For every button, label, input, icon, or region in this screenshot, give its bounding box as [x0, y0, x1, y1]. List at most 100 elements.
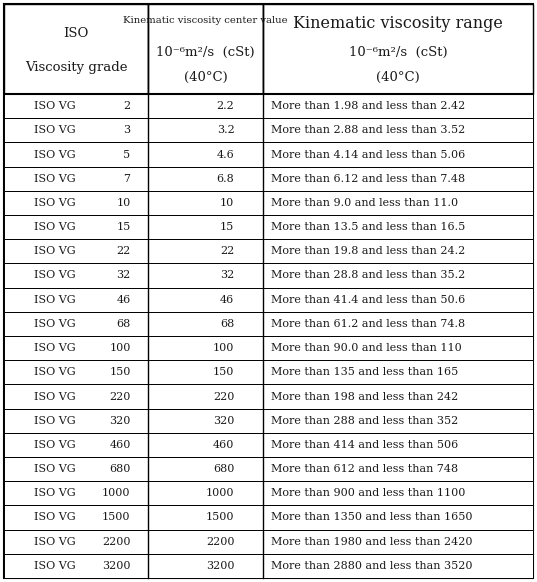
Bar [4, 215, 148, 239]
Text: 2: 2 [124, 101, 130, 111]
Text: 4.6: 4.6 [216, 150, 234, 159]
Text: 100: 100 [213, 343, 234, 353]
Text: 3200: 3200 [206, 561, 234, 571]
Text: More than 6.12 and less than 7.48: More than 6.12 and less than 7.48 [271, 173, 466, 184]
Text: 32: 32 [117, 271, 130, 281]
Text: 150: 150 [213, 367, 234, 377]
Text: ISO VG: ISO VG [33, 537, 75, 546]
Bar [263, 433, 533, 457]
Bar [4, 143, 148, 166]
Text: 32: 32 [220, 271, 234, 281]
Bar [263, 481, 533, 505]
Text: 3: 3 [124, 125, 130, 135]
Bar [4, 118, 148, 143]
Text: Kinematic viscosity center value: Kinematic viscosity center value [123, 16, 288, 24]
Text: More than 1.98 and less than 2.42: More than 1.98 and less than 2.42 [271, 101, 466, 111]
Text: ISO VG: ISO VG [33, 464, 75, 474]
Text: ISO VG: ISO VG [33, 125, 75, 135]
Bar [263, 239, 533, 264]
Text: 100: 100 [109, 343, 130, 353]
Text: ISO VG: ISO VG [33, 222, 75, 232]
Bar [148, 191, 263, 215]
Text: Viscosity grade: Viscosity grade [25, 61, 127, 73]
Bar [148, 481, 263, 505]
Bar [4, 191, 148, 215]
Bar [148, 264, 263, 288]
Text: (40°C): (40°C) [376, 72, 420, 84]
Bar [148, 288, 263, 312]
Text: 6.8: 6.8 [216, 173, 234, 184]
Text: More than 2.88 and less than 3.52: More than 2.88 and less than 3.52 [271, 125, 466, 135]
Bar [148, 384, 263, 409]
Text: More than 61.2 and less than 74.8: More than 61.2 and less than 74.8 [271, 319, 466, 329]
Text: ISO VG: ISO VG [33, 246, 75, 256]
Bar [263, 215, 533, 239]
Bar [263, 336, 533, 360]
Bar [148, 336, 263, 360]
Bar [263, 118, 533, 143]
Bar [263, 288, 533, 312]
Text: ISO VG: ISO VG [33, 513, 75, 523]
Bar [148, 312, 263, 336]
Bar [263, 94, 533, 118]
Text: More than 2880 and less than 3520: More than 2880 and less than 3520 [271, 561, 473, 571]
Bar [263, 457, 533, 481]
Text: 2200: 2200 [206, 537, 234, 546]
Bar [4, 264, 148, 288]
Text: More than 41.4 and less than 50.6: More than 41.4 and less than 50.6 [271, 294, 466, 305]
Bar [263, 191, 533, 215]
Bar [148, 457, 263, 481]
Text: 10: 10 [220, 198, 234, 208]
Text: 68: 68 [220, 319, 234, 329]
Bar [263, 312, 533, 336]
Text: 1500: 1500 [102, 513, 130, 523]
Text: 220: 220 [213, 392, 234, 402]
Bar [263, 409, 533, 433]
Bar [148, 433, 263, 457]
Bar [263, 384, 533, 409]
Text: 320: 320 [109, 416, 130, 425]
Text: ISO VG: ISO VG [33, 150, 75, 159]
Text: ISO VG: ISO VG [33, 416, 75, 425]
Text: 3200: 3200 [102, 561, 130, 571]
Bar [4, 433, 148, 457]
Text: More than 28.8 and less than 35.2: More than 28.8 and less than 35.2 [271, 271, 466, 281]
Text: 46: 46 [117, 294, 130, 305]
Text: More than 135 and less than 165: More than 135 and less than 165 [271, 367, 459, 377]
Text: ISO VG: ISO VG [33, 101, 75, 111]
Text: 320: 320 [213, 416, 234, 425]
Bar [4, 360, 148, 384]
Text: 10⁻⁶m²/s  (cSt): 10⁻⁶m²/s (cSt) [156, 46, 255, 59]
Text: ISO VG: ISO VG [33, 173, 75, 184]
Bar [148, 166, 263, 191]
Text: 68: 68 [117, 319, 130, 329]
Text: ISO VG: ISO VG [33, 319, 75, 329]
Text: 680: 680 [109, 464, 130, 474]
Text: (40°C): (40°C) [184, 72, 228, 84]
Text: More than 9.0 and less than 11.0: More than 9.0 and less than 11.0 [271, 198, 459, 208]
Bar [148, 360, 263, 384]
Text: 15: 15 [117, 222, 130, 232]
Bar [4, 530, 148, 554]
Bar [148, 554, 263, 578]
Bar [263, 264, 533, 288]
Text: Kinematic viscosity range: Kinematic viscosity range [293, 15, 503, 32]
Bar [4, 166, 148, 191]
Bar [148, 409, 263, 433]
Text: 220: 220 [109, 392, 130, 402]
Bar [148, 505, 263, 530]
Bar [148, 530, 263, 554]
Bar [4, 409, 148, 433]
Text: 22: 22 [117, 246, 130, 256]
Bar [263, 505, 533, 530]
Text: More than 1980 and less than 2420: More than 1980 and less than 2420 [271, 537, 473, 546]
Text: 7: 7 [124, 173, 130, 184]
Text: More than 1350 and less than 1650: More than 1350 and less than 1650 [271, 513, 473, 523]
Bar [263, 530, 533, 554]
Bar [148, 118, 263, 143]
Text: 1000: 1000 [206, 488, 234, 498]
Text: More than 13.5 and less than 16.5: More than 13.5 and less than 16.5 [271, 222, 466, 232]
Bar [148, 143, 263, 166]
Bar [263, 360, 533, 384]
Text: 460: 460 [109, 440, 130, 450]
